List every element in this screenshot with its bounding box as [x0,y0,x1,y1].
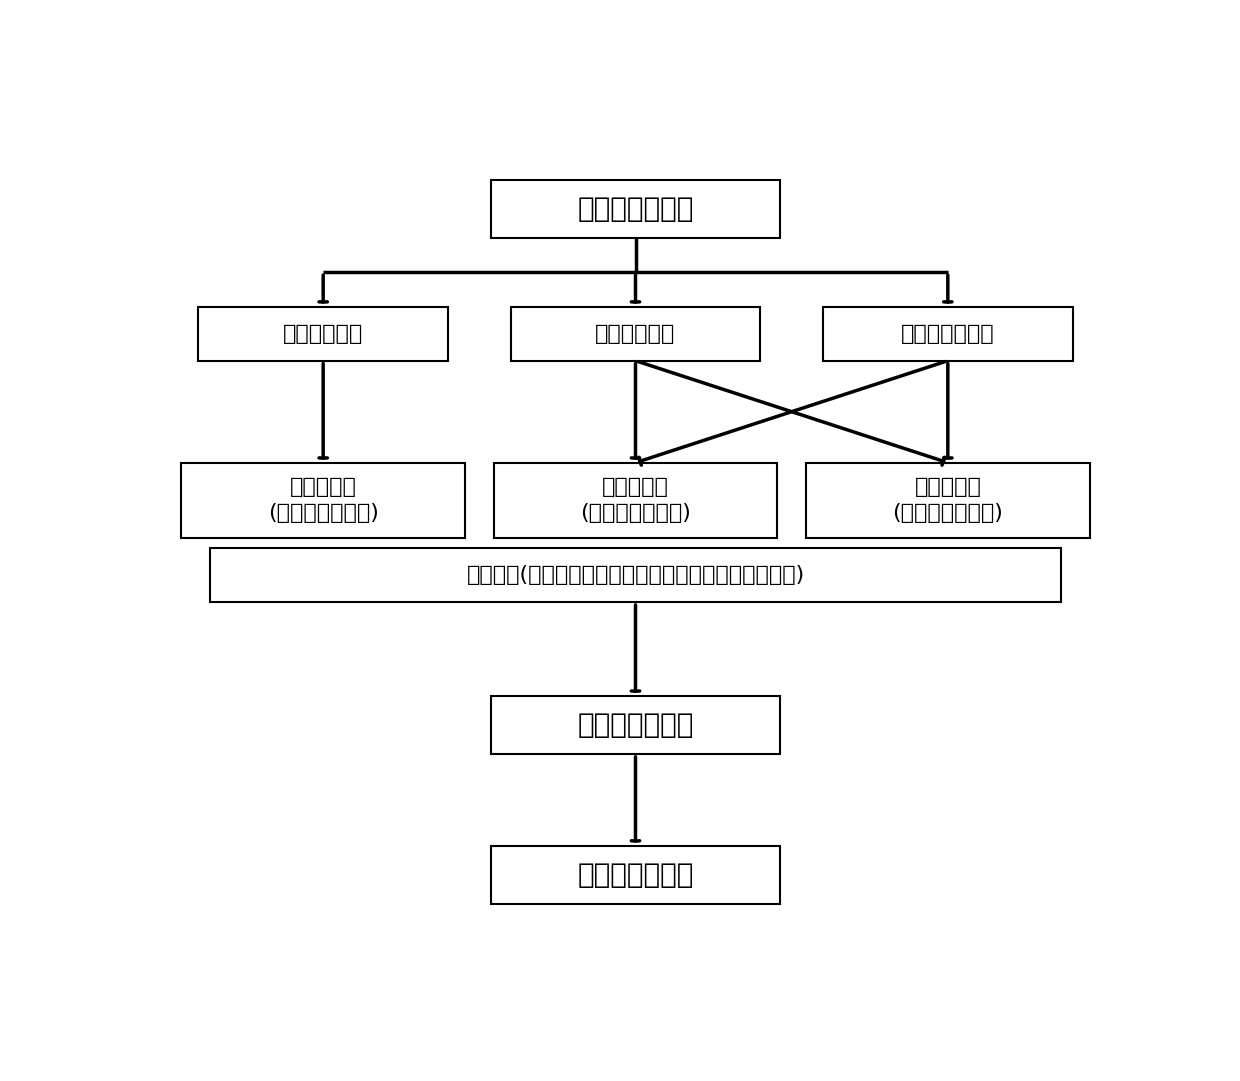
Text: 逆变器效率分析: 逆变器效率分析 [578,195,693,223]
Bar [211,548,1060,602]
Bar [806,463,1090,537]
Bar [491,179,780,238]
Bar [491,845,780,904]
Bar [491,696,780,755]
Text: 月特征分析
(时间序列曲线图): 月特征分析 (时间序列曲线图) [580,477,691,523]
Bar [823,307,1073,361]
Text: 瞬时转换效率: 瞬时转换效率 [283,323,363,344]
Text: 逆变器效率计算: 逆变器效率计算 [578,711,693,739]
Text: 能量转换效率: 能量转换效率 [595,323,676,344]
Text: 季特征分析
(时间序列曲线图): 季特征分析 (时间序列曲线图) [893,477,1003,523]
Text: 逆变器效率评估: 逆变器效率评估 [578,860,693,889]
Bar [494,463,777,537]
Text: 此平均转换效率: 此平均转换效率 [901,323,994,344]
Bar [198,307,448,361]
Bar [511,307,760,361]
Text: 气象信息(离散型的降雨量、辐照度；季节、采集时间等): 气象信息(离散型的降雨量、辐照度；季节、采集时间等) [466,565,805,585]
Bar [181,463,465,537]
Text: 日特征分析
(时间序列曲线图): 日特征分析 (时间序列曲线图) [268,477,378,523]
